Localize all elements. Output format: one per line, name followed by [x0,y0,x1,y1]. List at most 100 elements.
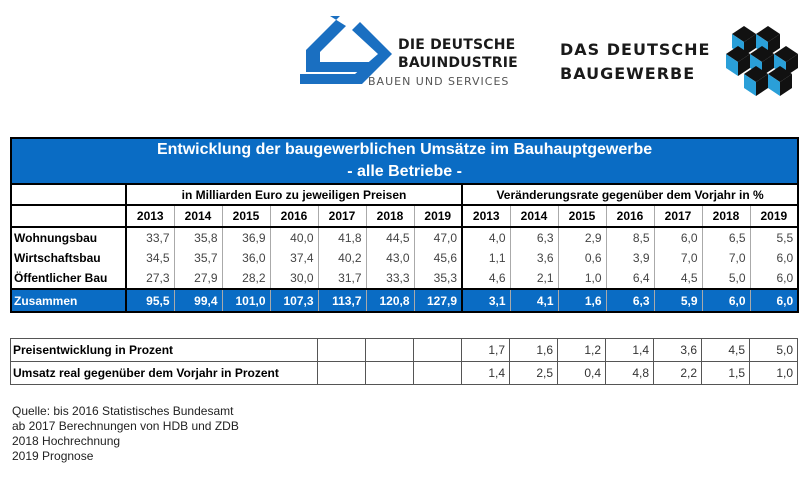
row-label: Wirtschaftsbau [11,248,127,268]
year-header-right: 2013 [462,204,511,228]
year-header-left: 2018 [366,204,415,228]
table-row: Wirtschaftsbau 34,5 35,7 36,0 37,4 40,2 43,0 45… [11,248,799,268]
year-header-left: 2013 [126,204,175,228]
logo-line-2: BAUINDUSTRIE [398,55,518,71]
value-cell: 1,5 [701,361,750,385]
value-cell: 27,3 [126,268,175,289]
row-label: Wohnungsbau [11,227,127,248]
table-row: Öffentlicher Bau 27,3 27,9 28,2 30,0 31,7 33,3… [11,268,799,289]
year-header-right: 2017 [654,204,703,228]
value-cell: 4,8 [605,361,654,385]
value-cell: 35,3 [414,268,463,289]
empty-cell [365,361,414,385]
table-row: Umsatz real gegenüber dem Vorjahr in Pro… [10,361,798,385]
rate-cell: 8,5 [606,227,655,248]
row-label: Öffentlicher Bau [11,268,127,289]
value-cell: 36,0 [222,248,271,268]
row-label: Umsatz real gegenüber dem Vorjahr in Pro… [10,361,318,385]
value-cell: 1,7 [461,338,510,362]
empty-cell [317,338,366,362]
value-cell: 35,8 [174,227,223,248]
empty-cell [365,338,414,362]
value-cell: 47,0 [414,227,463,248]
value-cell: 37,4 [270,248,319,268]
empty-header [10,183,127,206]
footer-line: 2018 Hochrechnung [12,434,121,448]
group-header-left: in Milliarden Euro zu jeweiligen Preisen [125,183,463,206]
value-cell: 43,0 [366,248,415,268]
year-header-right: 2018 [702,204,751,228]
rate-cell: 4,0 [462,227,511,248]
year-header-right: 2015 [558,204,607,228]
total-value-cell: 95,5 [126,288,175,312]
table-subtitle: - alle Betriebe - [11,161,799,184]
value-cell: 36,9 [222,227,271,248]
rate-cell: 7,0 [702,248,751,268]
value-cell: 31,7 [318,268,367,289]
value-cell: 4,5 [701,338,750,362]
value-cell: 44,5 [366,227,415,248]
footer-line: ab 2017 Berechnungen von HDB und ZDB [12,419,239,433]
empty-cell [413,338,462,362]
value-cell: 30,0 [270,268,319,289]
rate-cell: 5,0 [702,268,751,289]
total-rate-cell: 6,0 [702,288,751,312]
rate-cell: 5,5 [750,227,799,248]
empty-year-label [11,204,127,228]
rate-cell: 2,9 [558,227,607,248]
rate-cell: 1,0 [558,268,607,289]
value-cell: 3,6 [653,338,702,362]
value-cell: 1,6 [509,338,558,362]
value-cell: 34,5 [126,248,175,268]
rate-cell: 3,6 [510,248,559,268]
total-rate-cell: 1,6 [558,288,607,312]
rate-cell: 6,0 [750,268,799,289]
logo-line-1: DAS DEUTSCHE [560,40,711,59]
group-header-right: Veränderungsrate gegenüber dem Vorjahr i… [460,183,800,206]
year-header-left: 2017 [318,204,367,228]
year-header-right: 2019 [750,204,799,228]
table-row: Wohnungsbau 33,7 35,8 36,9 40,0 41,8 44,5 47,0 4… [11,227,799,248]
rate-cell: 6,4 [606,268,655,289]
year-header-left: 2014 [174,204,223,228]
value-cell: 1,2 [557,338,606,362]
footer-line: Quelle: bis 2016 Statistisches Bundesamt [12,404,234,418]
rate-cell: 1,1 [462,248,511,268]
value-cell: 45,6 [414,248,463,268]
value-cell: 0,4 [557,361,606,385]
value-cell: 5,0 [749,338,798,362]
total-value-cell: 120,8 [366,288,415,312]
total-row: Zusammen 95,5 99,4 101,0 107,3 113,7 120,8 127,… [11,288,799,312]
value-cell: 33,7 [126,227,175,248]
empty-cell [317,361,366,385]
rate-cell: 3,9 [606,248,655,268]
value-cell: 1,4 [461,361,510,385]
value-cell: 40,2 [318,248,367,268]
value-cell: 35,7 [174,248,223,268]
value-cell: 28,2 [222,268,271,289]
total-value-cell: 107,3 [270,288,319,312]
rate-cell: 4,6 [462,268,511,289]
value-cell: 1,0 [749,361,798,385]
rate-cell: 4,5 [654,268,703,289]
source-footer: Quelle: bis 2016 Statistisches Bundesamt… [12,404,239,464]
total-value-cell: 99,4 [174,288,223,312]
rate-cell: 0,6 [558,248,607,268]
rate-cell: 6,3 [510,227,559,248]
cube-logo-icon [726,26,798,96]
rate-cell: 7,0 [654,248,703,268]
total-rate-cell: 6,3 [606,288,655,312]
total-rate-cell: 6,0 [750,288,799,312]
year-header-right: 2014 [510,204,559,228]
value-cell: 27,9 [174,268,223,289]
row-label: Preisentwicklung in Prozent [10,338,318,362]
table-title: Entwicklung der baugewerblichen Umsätze … [11,138,799,161]
rate-cell: 6,0 [654,227,703,248]
logo-line-2: BAUGEWERBE [560,64,696,83]
rate-cell: 2,1 [510,268,559,289]
year-header-left: 2015 [222,204,271,228]
total-rate-cell: 5,9 [654,288,703,312]
value-cell: 2,2 [653,361,702,385]
total-rate-cell: 4,1 [510,288,559,312]
value-cell: 2,5 [509,361,558,385]
